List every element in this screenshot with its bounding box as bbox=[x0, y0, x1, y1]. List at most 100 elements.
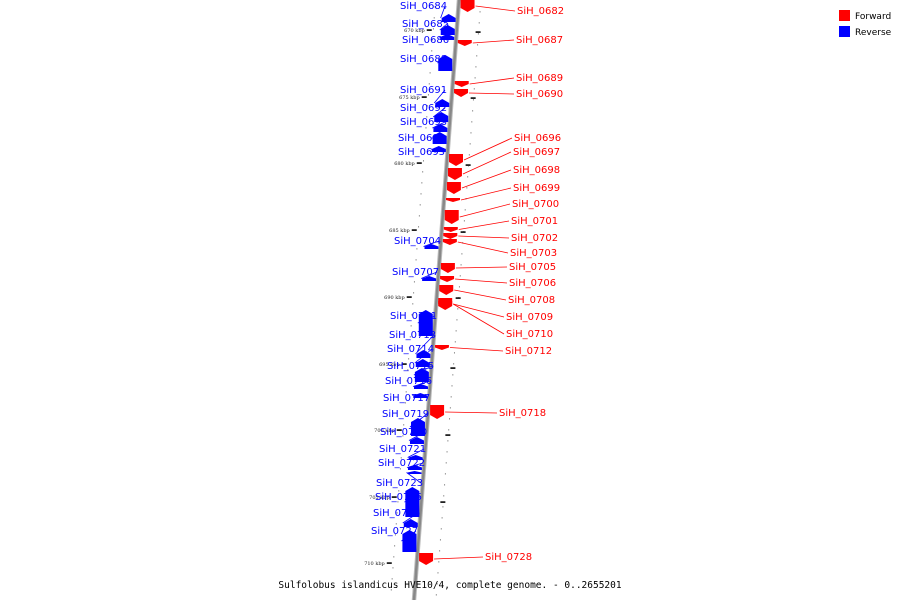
gene-sih-0685[interactable]: SiH_0685 bbox=[402, 19, 455, 35]
gene-label[interactable]: SiH_0699 bbox=[513, 183, 560, 194]
gene-label[interactable]: SiH_0685 bbox=[402, 19, 449, 30]
gene-label[interactable]: SiH_0689 bbox=[516, 73, 563, 84]
gene-sih-0728[interactable]: SiH_0728 bbox=[419, 552, 532, 565]
gene-sih-0699[interactable]: SiH_0699 bbox=[446, 183, 560, 202]
gene-arrow[interactable] bbox=[440, 263, 455, 273]
gene-arrow[interactable] bbox=[405, 487, 420, 517]
gene-label[interactable]: SiH_0723 bbox=[376, 478, 423, 489]
gene-sih-0686[interactable]: SiH_0686 bbox=[402, 34, 455, 46]
gene-arrow[interactable] bbox=[422, 276, 437, 281]
gene-sih-0716[interactable]: SiH_0716 bbox=[385, 376, 432, 389]
gene-arrow[interactable] bbox=[454, 81, 469, 87]
gene-label[interactable]: SiH_0684 bbox=[400, 1, 447, 12]
gene-arrow[interactable] bbox=[446, 182, 461, 194]
gene-label[interactable]: SiH_0711 bbox=[390, 311, 437, 322]
gene-label[interactable]: SiH_0700 bbox=[512, 199, 559, 210]
gene-arrow[interactable] bbox=[454, 89, 469, 97]
gene-label[interactable]: SiH_0714 bbox=[387, 344, 434, 355]
gene-sih-0690[interactable]: SiH_0690 bbox=[454, 89, 563, 100]
gene-sih-0701[interactable]: SiH_0701 bbox=[443, 216, 558, 232]
gene-sih-0694[interactable]: SiH_0694 bbox=[398, 132, 447, 144]
gene-label[interactable]: SiH_0698 bbox=[513, 165, 560, 176]
gene-sih-0725[interactable]: SiH_0725 bbox=[375, 487, 422, 517]
gene-label[interactable]: SiH_0720 bbox=[380, 427, 427, 438]
gene-sih-0726[interactable]: SiH_0726 bbox=[373, 508, 420, 527]
gene-label[interactable]: SiH_0690 bbox=[516, 89, 563, 100]
gene-label[interactable]: SiH_0703 bbox=[510, 248, 557, 259]
gene-label[interactable]: SiH_0705 bbox=[509, 262, 556, 273]
gene-arrow[interactable] bbox=[416, 350, 431, 358]
gene-arrow[interactable] bbox=[444, 210, 459, 224]
gene-sih-0688[interactable]: SiH_0688 bbox=[400, 54, 453, 71]
gene-sih-0721[interactable]: SiH_0721 bbox=[379, 444, 426, 460]
gene-label[interactable]: SiH_0682 bbox=[517, 6, 564, 17]
gene-label[interactable]: SiH_0708 bbox=[508, 295, 555, 306]
gene-sih-0710[interactable]: SiH_0710 bbox=[438, 301, 553, 340]
gene-arrow[interactable] bbox=[408, 455, 423, 460]
gene-arrow[interactable] bbox=[447, 168, 462, 180]
gene-sih-0715[interactable]: SiH_0715 bbox=[387, 361, 434, 382]
gene-arrow[interactable] bbox=[403, 519, 418, 527]
gene-label[interactable]: SiH_0706 bbox=[509, 278, 556, 289]
gene-sih-0708[interactable]: SiH_0708 bbox=[439, 285, 555, 306]
gene-label[interactable]: SiH_0707 bbox=[392, 267, 439, 278]
gene-sih-0697[interactable]: SiH_0697 bbox=[447, 147, 560, 180]
gene-label[interactable]: SiH_0709 bbox=[506, 312, 553, 323]
gene-arrow[interactable] bbox=[438, 55, 453, 71]
gene-sih-0720[interactable]: SiH_0720 bbox=[380, 427, 427, 444]
gene-sih-0687[interactable]: SiH_0687 bbox=[457, 35, 563, 46]
gene-label[interactable]: SiH_0686 bbox=[402, 35, 449, 46]
gene-arrow[interactable] bbox=[407, 471, 422, 474]
gene-label[interactable]: SiH_0702 bbox=[511, 233, 558, 244]
gene-arrow[interactable] bbox=[443, 227, 458, 232]
gene-sih-0713[interactable]: SiH_0713 bbox=[389, 330, 436, 358]
gene-sih-0727[interactable]: SiH_0727 bbox=[371, 526, 418, 552]
gene-label[interactable]: SiH_0722 bbox=[378, 458, 425, 469]
gene-arrow[interactable] bbox=[460, 0, 475, 12]
gene-label[interactable]: SiH_0710 bbox=[506, 329, 553, 340]
gene-sih-0695[interactable]: SiH_0695 bbox=[398, 146, 446, 158]
gene-arrow[interactable] bbox=[434, 112, 449, 122]
gene-sih-0704[interactable]: SiH_0704 bbox=[394, 236, 441, 249]
gene-label[interactable]: SiH_0716 bbox=[385, 376, 432, 387]
gene-label[interactable]: SiH_0717 bbox=[383, 393, 430, 404]
gene-label[interactable]: SiH_0728 bbox=[485, 552, 532, 563]
gene-sih-0702[interactable]: SiH_0702 bbox=[443, 233, 558, 244]
gene-arrow[interactable] bbox=[440, 25, 455, 35]
gene-label[interactable]: SiH_0712 bbox=[505, 346, 552, 357]
gene-arrow[interactable] bbox=[434, 345, 449, 350]
gene-sih-0705[interactable]: SiH_0705 bbox=[440, 262, 556, 273]
gene-label[interactable]: SiH_0695 bbox=[398, 147, 445, 158]
gene-arrow[interactable] bbox=[442, 239, 457, 245]
gene-sih-0714[interactable]: SiH_0714 bbox=[387, 344, 434, 367]
gene-label[interactable]: SiH_0701 bbox=[511, 216, 558, 227]
gene-arrow[interactable] bbox=[439, 285, 454, 295]
gene-label[interactable]: SiH_0697 bbox=[513, 147, 560, 158]
gene-label[interactable]: SiH_0691 bbox=[400, 85, 447, 96]
gene-sih-0707[interactable]: SiH_0707 bbox=[392, 267, 439, 281]
gene-label[interactable]: SiH_0687 bbox=[516, 35, 563, 46]
gene-sih-0717[interactable]: SiH_0717 bbox=[383, 393, 430, 404]
gene-sih-0682[interactable]: SiH_0682 bbox=[460, 0, 565, 17]
gene-arrow[interactable] bbox=[415, 359, 430, 367]
gene-arrow[interactable] bbox=[418, 310, 433, 336]
gene-sih-0698[interactable]: SiH_0698 bbox=[446, 165, 560, 194]
gene-label[interactable]: SiH_0688 bbox=[400, 54, 447, 65]
gene-label[interactable]: SiH_0694 bbox=[398, 133, 445, 144]
gene-arrow[interactable] bbox=[402, 530, 417, 552]
gene-label[interactable]: SiH_0725 bbox=[375, 492, 422, 503]
gene-label[interactable]: SiH_0693 bbox=[400, 117, 447, 128]
gene-sih-0718[interactable]: SiH_0718 bbox=[430, 405, 546, 419]
gene-label[interactable]: SiH_0719 bbox=[382, 409, 429, 420]
gene-arrow[interactable] bbox=[414, 368, 429, 382]
gene-label[interactable]: SiH_0721 bbox=[379, 444, 426, 455]
gene-arrow[interactable] bbox=[438, 301, 453, 307]
gene-arrow[interactable] bbox=[430, 405, 445, 419]
gene-arrow[interactable] bbox=[446, 198, 460, 202]
gene-sih-0693[interactable]: SiH_0693 bbox=[400, 117, 448, 132]
gene-arrow[interactable] bbox=[443, 233, 458, 239]
gene-sih-0689[interactable]: SiH_0689 bbox=[454, 73, 563, 87]
gene-sih-0723[interactable]: SiH_0723 bbox=[376, 471, 423, 489]
gene-arrow[interactable] bbox=[441, 14, 456, 22]
gene-label[interactable]: SiH_0713 bbox=[389, 330, 436, 341]
